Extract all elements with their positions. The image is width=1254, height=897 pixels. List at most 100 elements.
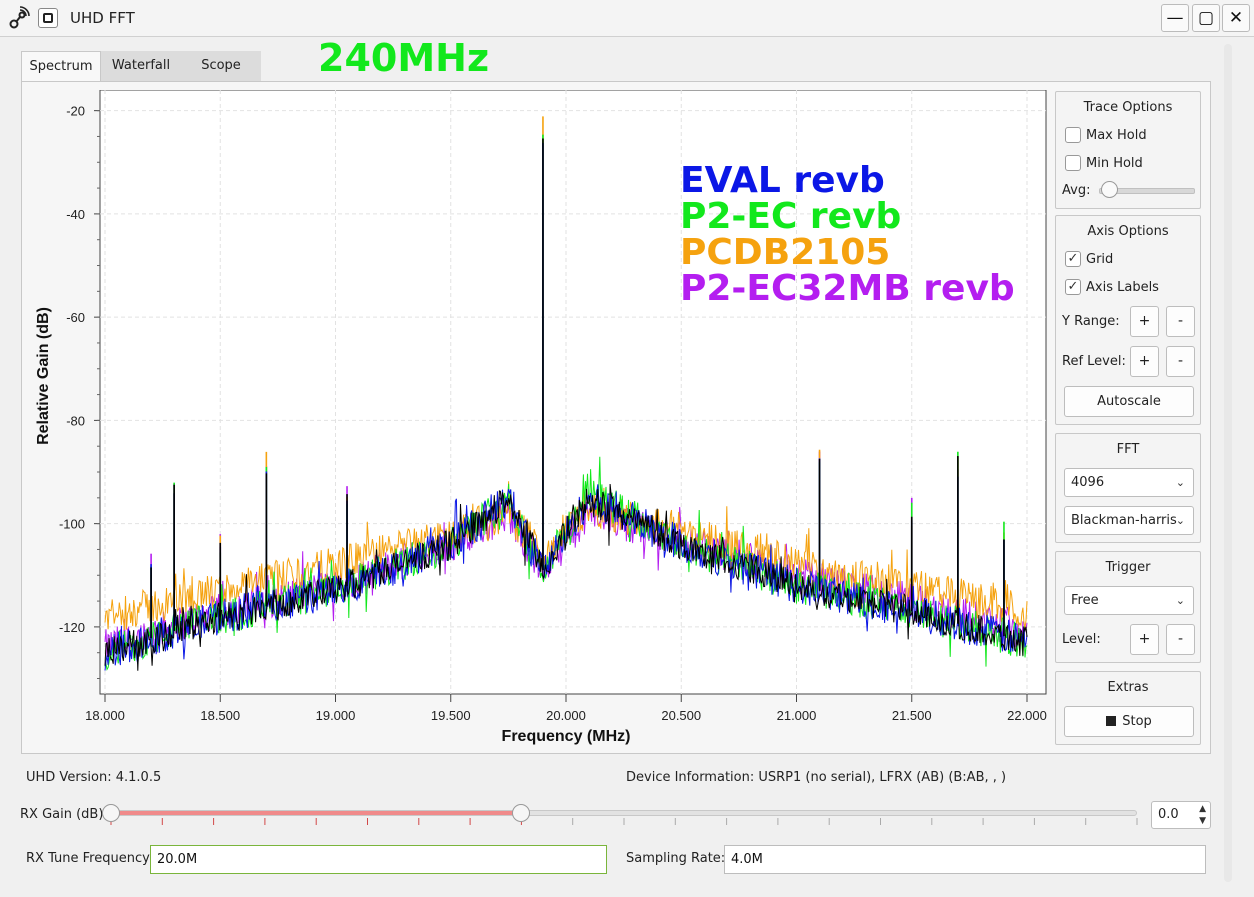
legend-entry: P2-EC revb <box>680 196 901 237</box>
close-icon: ✕ <box>1228 8 1244 28</box>
max-hold-checkbox[interactable] <box>1065 127 1081 143</box>
trace-1 <box>104 480 1028 631</box>
fft-size-value: 4096 <box>1071 475 1105 490</box>
sampling-rate-input[interactable]: 4.0M <box>724 845 1206 874</box>
x-tick-label: 18.500 <box>200 708 240 723</box>
stop-label: Stop <box>1122 714 1152 729</box>
rx-tune-frequency-input[interactable]: 20.0M <box>150 845 607 874</box>
window-menu-icon[interactable] <box>38 8 58 28</box>
ref-level-plus-button[interactable]: + <box>1130 346 1159 377</box>
grid-label: Grid <box>1086 252 1114 267</box>
trigger-group: Trigger Free ⌄ Level: + - <box>1055 551 1201 663</box>
trace-options-group: Trace Options Max Hold Min Hold Avg: <box>1055 91 1201 209</box>
y-tick-label: -80 <box>66 413 85 428</box>
fft-window-value: Blackman-harris <box>1071 513 1177 528</box>
tab-scope[interactable]: Scope <box>181 51 261 81</box>
app-antenna-icon <box>9 6 30 29</box>
stop-icon <box>1106 716 1117 726</box>
min-hold-label: Min Hold <box>1086 156 1143 171</box>
window-title: UHD FFT <box>70 9 135 27</box>
legend-entry: PCDB2105 <box>680 232 890 273</box>
x-axis-label: Frequency (MHz) <box>502 728 631 745</box>
avg-label: Avg: <box>1062 183 1091 198</box>
axis-ticks: -20 -40 -60 -80 -100 -120 18.000 18.500 19.000 19… <box>59 104 1047 723</box>
rx-gain-slider-fill <box>112 811 522 815</box>
vertical-scrollbar[interactable] <box>1224 44 1232 882</box>
grid-checkbox[interactable]: ✓ <box>1065 251 1081 267</box>
x-tick-label: 21.000 <box>777 708 817 723</box>
axis-options-group: Axis Options ✓ Grid ✓ Axis Labels Y Rang… <box>1055 215 1201 425</box>
y-range-plus-button[interactable]: + <box>1130 306 1159 337</box>
rx-gain-label: RX Gain (dB) <box>20 807 104 822</box>
max-hold-label: Max Hold <box>1086 128 1147 143</box>
minimize-button[interactable]: — <box>1161 4 1189 32</box>
spin-down-icon[interactable]: ▼ <box>1199 816 1206 826</box>
y-tick-label: -100 <box>59 517 85 532</box>
y-tick-label: -60 <box>66 310 85 325</box>
trigger-mode-value: Free <box>1071 593 1099 608</box>
trigger-level-label: Level: <box>1062 632 1101 647</box>
y-axis-label: Relative Gain (dB) <box>35 307 52 445</box>
x-tick-label: 18.000 <box>85 708 125 723</box>
grid-lines <box>100 90 1046 694</box>
trigger-title: Trigger <box>1105 560 1151 575</box>
ref-level-minus-button[interactable]: - <box>1166 346 1195 377</box>
y-range-minus-button[interactable]: - <box>1166 306 1195 337</box>
avg-slider-track[interactable] <box>1099 188 1195 194</box>
maximize-button[interactable]: ▢ <box>1192 4 1220 32</box>
sampling-rate-label: Sampling Rate: <box>626 851 726 866</box>
autoscale-button[interactable]: Autoscale <box>1064 386 1194 417</box>
trace-lines <box>104 116 1028 671</box>
axis-labels-label: Axis Labels <box>1086 280 1159 295</box>
rx-gain-slider-handle[interactable] <box>512 804 531 822</box>
fft-title: FFT <box>1116 442 1140 457</box>
maximize-icon: ▢ <box>1197 8 1215 28</box>
rx-gain-slider-start-handle[interactable] <box>102 804 120 822</box>
ref-level-label: Ref Level: <box>1062 354 1126 369</box>
uhd-version: UHD Version: 4.1.0.5 <box>26 770 162 785</box>
legend-entry: EVAL revb <box>680 160 885 201</box>
fft-group: FFT 4096 ⌄ Blackman-harris ⌄ <box>1055 433 1201 543</box>
spectrum-plot[interactable]: -20 -40 -60 -80 -100 -120 18.000 18.500 19.000 19… <box>30 90 1048 750</box>
y-tick-label: -20 <box>66 104 85 119</box>
fft-size-select[interactable]: 4096 ⌄ <box>1064 468 1194 497</box>
trigger-level-minus-button[interactable]: - <box>1166 624 1195 655</box>
min-hold-checkbox[interactable] <box>1065 155 1081 171</box>
minimize-icon: — <box>1166 8 1184 28</box>
rx-tune-label: RX Tune Frequency: <box>26 851 154 866</box>
y-range-label: Y Range: <box>1062 314 1120 329</box>
trace-top <box>104 483 1028 671</box>
x-tick-label: 20.500 <box>661 708 701 723</box>
axis-options-title: Axis Options <box>1087 224 1169 239</box>
stop-button[interactable]: Stop <box>1064 706 1194 737</box>
fft-window-select[interactable]: Blackman-harris ⌄ <box>1064 506 1194 535</box>
y-tick-label: -40 <box>66 207 85 222</box>
y-tick-label: -120 <box>59 620 85 635</box>
axis-labels-checkbox[interactable]: ✓ <box>1065 279 1081 295</box>
x-tick-label: 22.000 <box>1007 708 1047 723</box>
x-tick-label: 20.000 <box>546 708 586 723</box>
overlay-frequency-label: 240MHz <box>318 36 490 80</box>
x-tick-label: 19.000 <box>316 708 356 723</box>
trigger-level-plus-button[interactable]: + <box>1130 624 1159 655</box>
spin-up-icon[interactable]: ▲ <box>1199 804 1206 814</box>
legend-entry: P2-EC32MB revb <box>680 268 1015 309</box>
trigger-mode-select[interactable]: Free ⌄ <box>1064 586 1194 615</box>
chevron-down-icon: ⌄ <box>1175 476 1185 489</box>
tab-waterfall[interactable]: Waterfall <box>101 51 181 81</box>
rx-gain-spinbox[interactable]: 0.0 ▲ ▼ <box>1151 801 1211 829</box>
avg-slider-handle[interactable] <box>1101 181 1118 198</box>
x-tick-label: 21.500 <box>892 708 932 723</box>
x-tick-label: 19.500 <box>431 708 471 723</box>
extras-title: Extras <box>1107 680 1149 695</box>
tab-spectrum[interactable]: Spectrum <box>21 51 101 82</box>
trace-options-title: Trace Options <box>1083 100 1173 115</box>
title-bar: UHD FFT — ▢ ✕ <box>0 0 1254 37</box>
close-button[interactable]: ✕ <box>1222 4 1250 32</box>
extras-group: Extras Stop <box>1055 671 1201 745</box>
chevron-down-icon: ⌄ <box>1175 594 1185 607</box>
device-information: Device Information: USRP1 (no serial), L… <box>626 770 1007 785</box>
chevron-down-icon: ⌄ <box>1175 514 1185 527</box>
